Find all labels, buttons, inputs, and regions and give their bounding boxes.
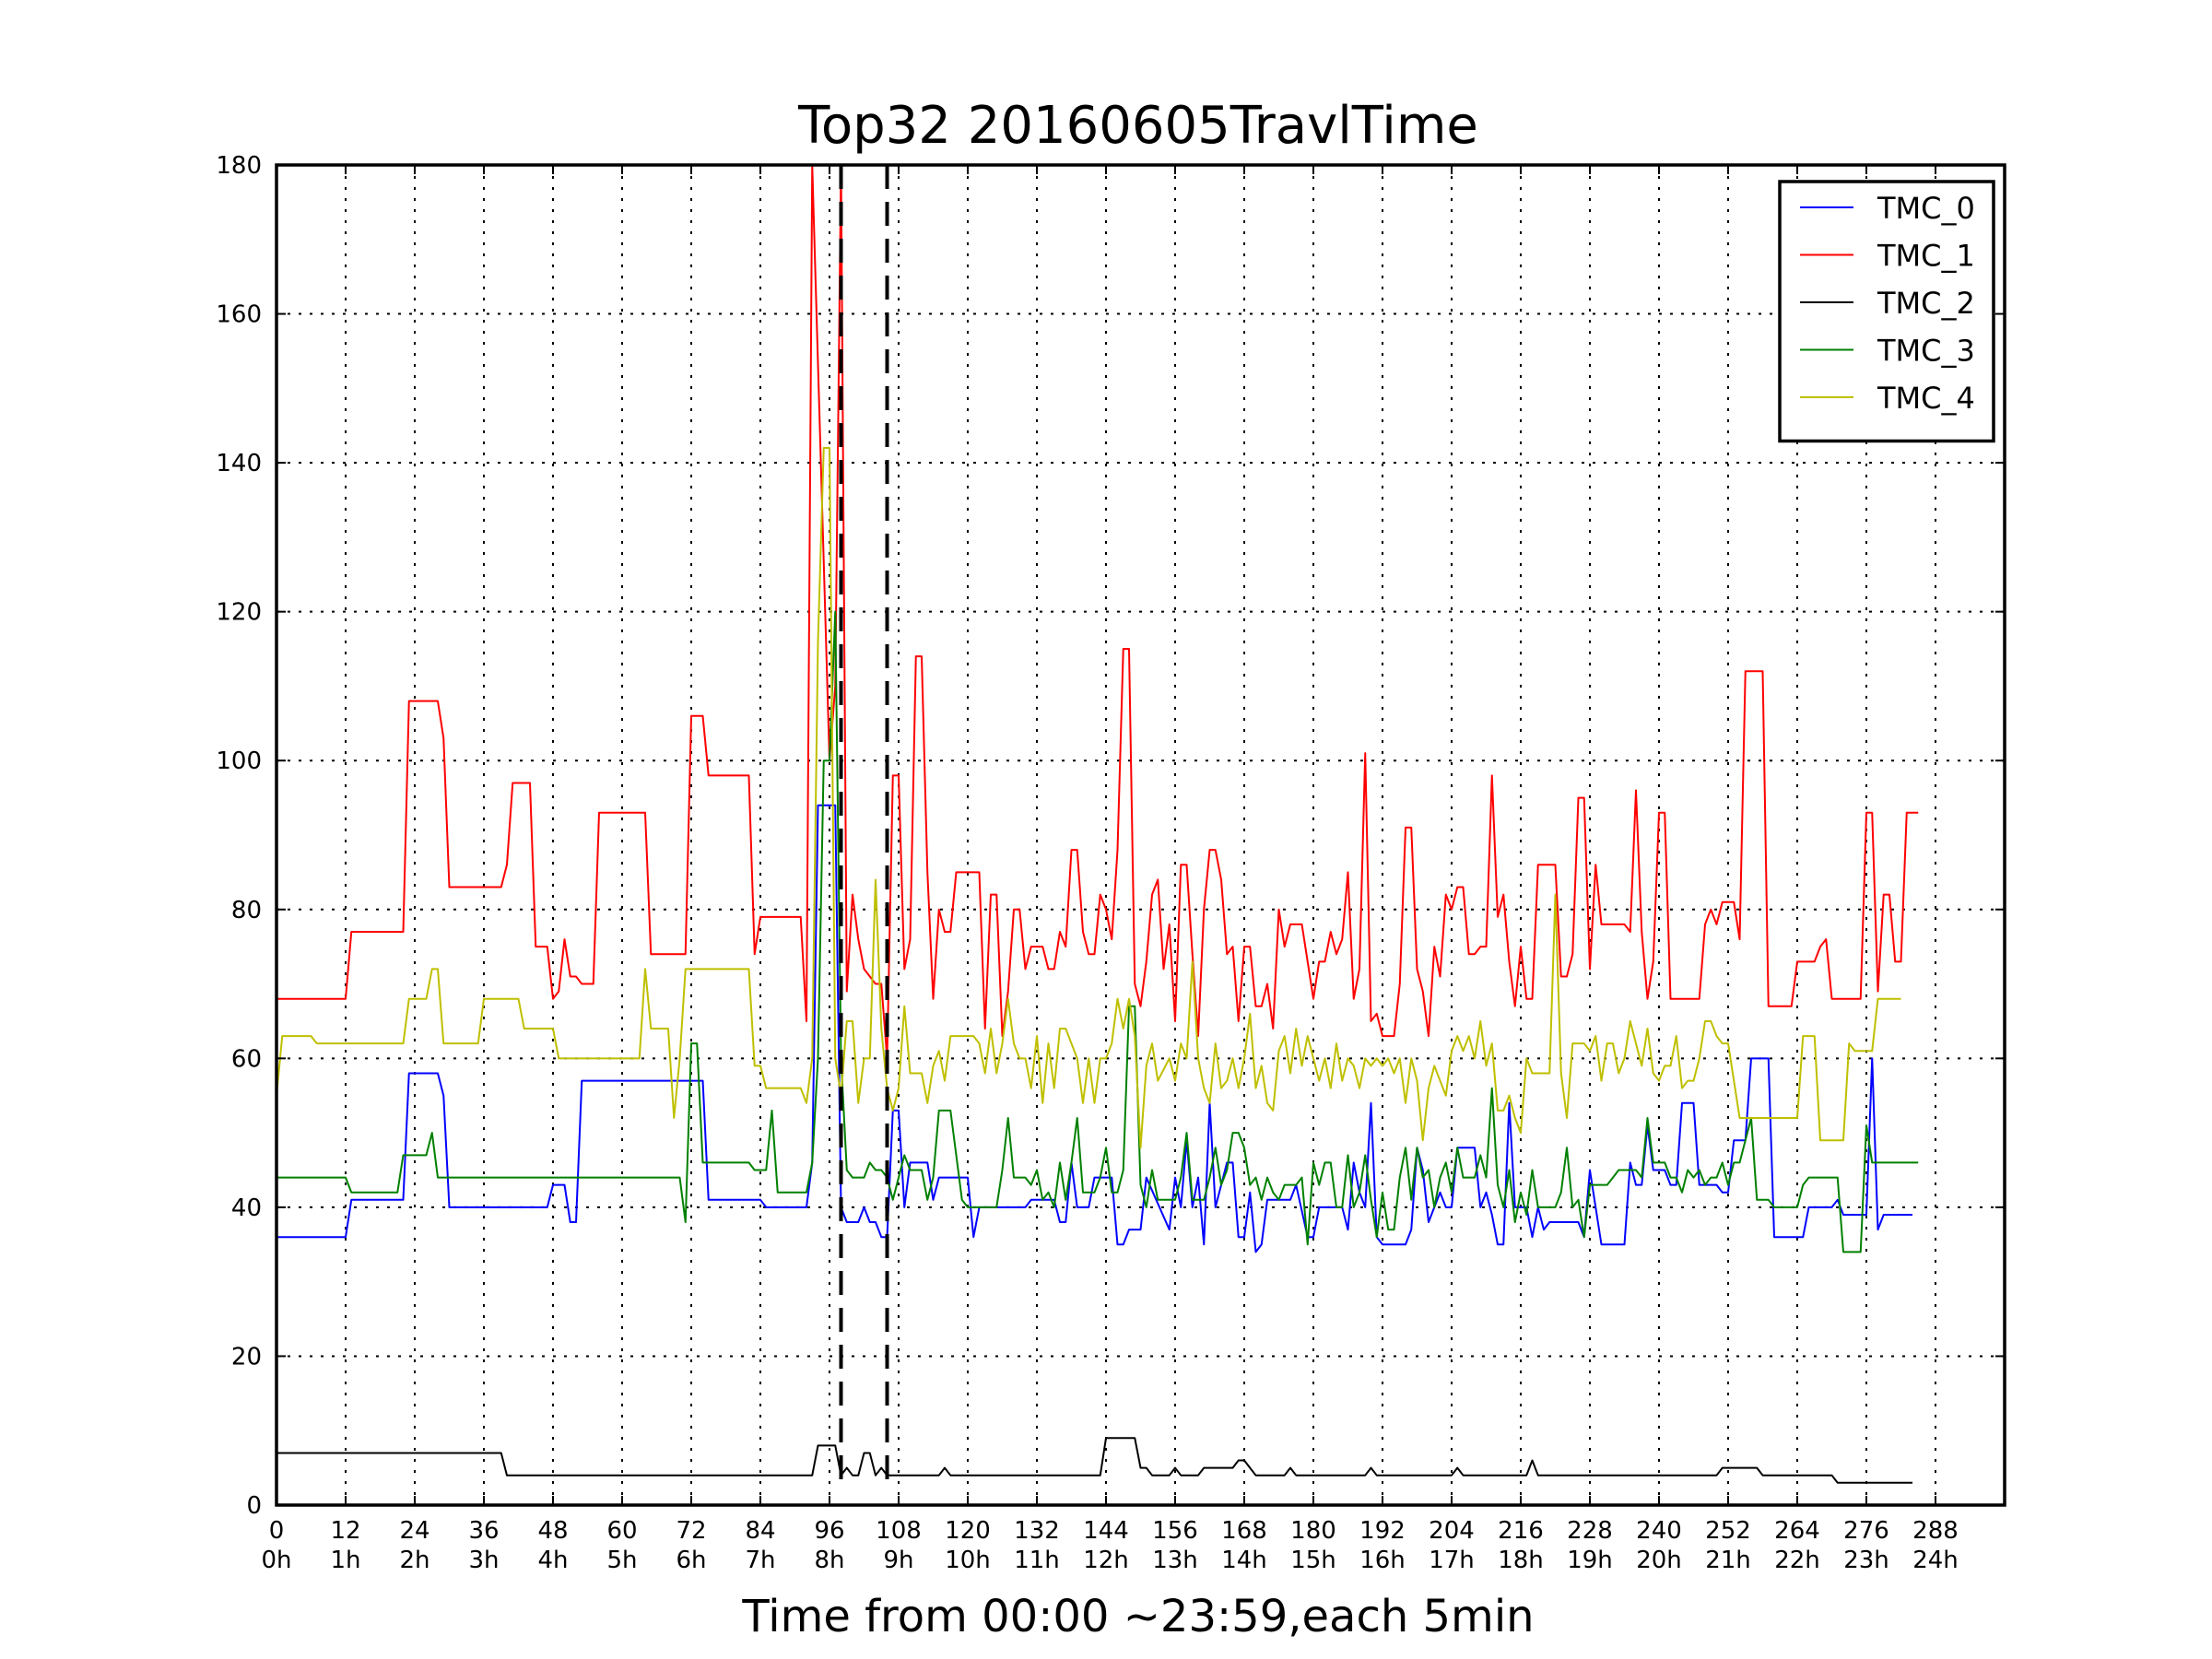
x-tick-label: 180 [1290, 1517, 1336, 1545]
series-line-tmc-1 [276, 165, 1919, 1060]
x-tick-sublabel: 9h [883, 1547, 913, 1574]
y-tick-label: 0 [246, 1492, 262, 1520]
x-tick-sublabel: 21h [1705, 1547, 1751, 1574]
x-tick-label: 36 [468, 1517, 499, 1545]
x-tick-label: 60 [606, 1517, 637, 1545]
y-tick-label: 100 [216, 747, 262, 775]
x-tick-sublabel: 12h [1083, 1547, 1129, 1574]
series-line-tmc-4 [276, 446, 1901, 1149]
x-tick-sublabel: 16h [1359, 1547, 1406, 1574]
plot-series [276, 165, 1919, 1484]
y-tick-label: 160 [216, 301, 262, 329]
x-tick-sublabel: 15h [1290, 1547, 1336, 1574]
x-tick-label: 132 [1014, 1517, 1060, 1545]
x-tick-label: 276 [1843, 1517, 1889, 1545]
series-line-tmc-0 [276, 804, 1912, 1253]
chart-title: Top32 20160605TravlTime [797, 96, 1478, 156]
legend-label: TMC_3 [1877, 334, 1975, 369]
x-tick-label: 24 [399, 1517, 429, 1545]
x-tick-sublabel: 11h [1014, 1547, 1060, 1574]
x-tick-label: 84 [745, 1517, 775, 1545]
y-tick-label: 40 [231, 1194, 262, 1222]
x-tick-label: 120 [945, 1517, 991, 1545]
y-tick-label: 20 [231, 1343, 262, 1371]
x-tick-label: 288 [1912, 1517, 1959, 1545]
x-tick-label: 264 [1774, 1517, 1820, 1545]
legend-label: TMC_1 [1877, 239, 1975, 274]
legend-label: TMC_2 [1877, 286, 1975, 321]
x-tick-label: 204 [1429, 1517, 1475, 1545]
x-tick-label: 216 [1498, 1517, 1544, 1545]
y-tick-label: 60 [231, 1045, 262, 1073]
x-tick-label: 168 [1221, 1517, 1267, 1545]
x-tick-sublabel: 10h [945, 1547, 991, 1574]
x-tick-label: 72 [676, 1517, 706, 1545]
x-tick-sublabel: 13h [1152, 1547, 1198, 1574]
legend: TMC_0 TMC_1 TMC_2 TMC_3 TMC_4 [1778, 180, 1995, 443]
x-tick-sublabel: 6h [676, 1547, 706, 1574]
x-tick-label: 96 [814, 1517, 844, 1545]
x-tick-sublabel: 2h [399, 1547, 429, 1574]
x-tick-sublabel: 5h [606, 1547, 637, 1574]
x-tick-label: 48 [537, 1517, 568, 1545]
legend-label: TMC_4 [1877, 381, 1975, 416]
x-tick-label: 252 [1705, 1517, 1751, 1545]
legend-label: TMC_0 [1877, 191, 1975, 226]
y-tick-label: 80 [231, 897, 262, 924]
x-tick-sublabel: 7h [745, 1547, 775, 1574]
x-tick-sublabel: 24h [1912, 1547, 1959, 1574]
x-tick-label: 192 [1359, 1517, 1406, 1545]
x-tick-sublabel: 18h [1498, 1547, 1544, 1574]
y-tick-label: 120 [216, 599, 262, 627]
y-tick-label: 180 [216, 152, 262, 180]
x-tick-label: 240 [1636, 1517, 1682, 1545]
x-tick-sublabel: 0h [261, 1547, 291, 1574]
x-tick-sublabel: 17h [1429, 1547, 1475, 1574]
x-tick-sublabel: 3h [468, 1547, 499, 1574]
x-tick-sublabel: 4h [537, 1547, 568, 1574]
x-tick-label: 156 [1152, 1517, 1198, 1545]
series-line-tmc-3 [276, 610, 1919, 1253]
x-tick-sublabel: 8h [814, 1547, 844, 1574]
x-tick-sublabel: 23h [1843, 1547, 1889, 1574]
axis-ticks: 00h121h242h363h484h605h726h847h968h1089h… [216, 152, 2005, 1574]
x-tick-label: 144 [1083, 1517, 1129, 1545]
x-axis-label: Time from 00:00 ~23:59,each 5min [741, 1591, 1534, 1642]
x-tick-label: 108 [876, 1517, 922, 1545]
x-tick-sublabel: 1h [330, 1547, 360, 1574]
series-line-tmc-2 [276, 1437, 1912, 1484]
x-tick-sublabel: 19h [1567, 1547, 1613, 1574]
x-tick-sublabel: 14h [1221, 1547, 1267, 1574]
x-tick-sublabel: 22h [1774, 1547, 1820, 1574]
x-tick-sublabel: 20h [1636, 1547, 1682, 1574]
y-tick-label: 140 [216, 450, 262, 477]
x-tick-label: 12 [330, 1517, 360, 1545]
x-tick-label: 228 [1567, 1517, 1613, 1545]
x-tick-label: 0 [269, 1517, 285, 1545]
plot-frame [275, 163, 2006, 1507]
